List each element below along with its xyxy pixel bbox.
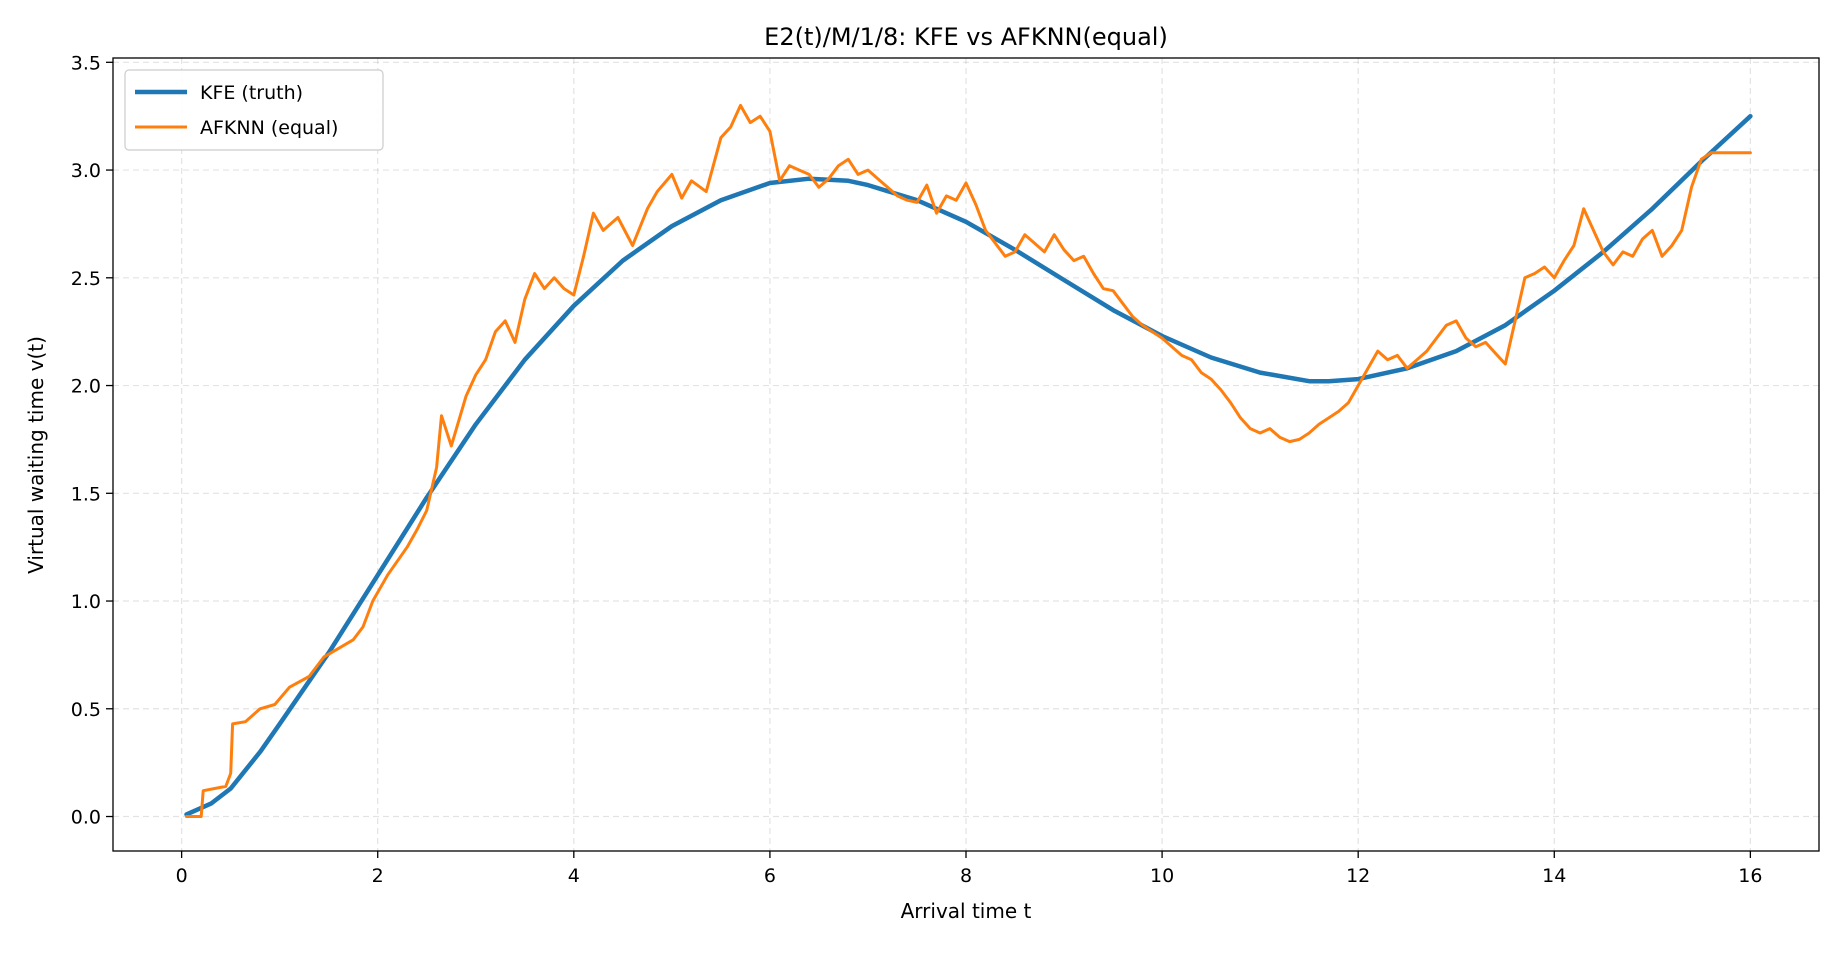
x-tick-label: 14 <box>1542 865 1566 887</box>
y-axis-label: Virtual waiting time v(t) <box>24 336 48 574</box>
chart-title: E2(t)/M/1/8: KFE vs AFKNN(equal) <box>764 23 1168 51</box>
ticks: 0 2 4 6 8 10 12 14 16 0.0 0.5 1.0 1.5 2.0 2.5 3.0 3.5 <box>71 52 1763 887</box>
legend: KFE (truth) AFKNN (equal) <box>124 69 384 151</box>
x-tick-label: 2 <box>372 865 384 887</box>
x-tick-label: 0 <box>176 865 188 887</box>
grid <box>113 58 1819 851</box>
x-tick-label: 6 <box>764 865 776 887</box>
y-tick-label: 1.0 <box>71 591 101 613</box>
y-tick-label: 3.0 <box>71 160 101 182</box>
y-tick-label: 2.5 <box>71 268 101 290</box>
x-tick-label: 4 <box>568 865 580 887</box>
y-tick-label: 3.5 <box>71 52 101 74</box>
x-tick-label: 12 <box>1346 865 1370 887</box>
x-tick-label: 8 <box>960 865 972 887</box>
x-tick-label: 10 <box>1150 865 1174 887</box>
y-tick-label: 2.0 <box>71 376 101 398</box>
y-tick-label: 0.0 <box>71 807 101 829</box>
x-axis-label: Arrival time t <box>901 899 1032 923</box>
x-tick-label: 16 <box>1738 865 1762 887</box>
series-group <box>184 103 1753 818</box>
y-tick-label: 1.5 <box>71 483 101 505</box>
legend-label-kfe: KFE (truth) <box>200 82 303 104</box>
afknn-equal-line <box>185 103 1752 818</box>
legend-label-afknn: AFKNN (equal) <box>200 117 338 139</box>
y-tick-label: 0.5 <box>71 699 101 721</box>
legend-box <box>124 69 384 151</box>
